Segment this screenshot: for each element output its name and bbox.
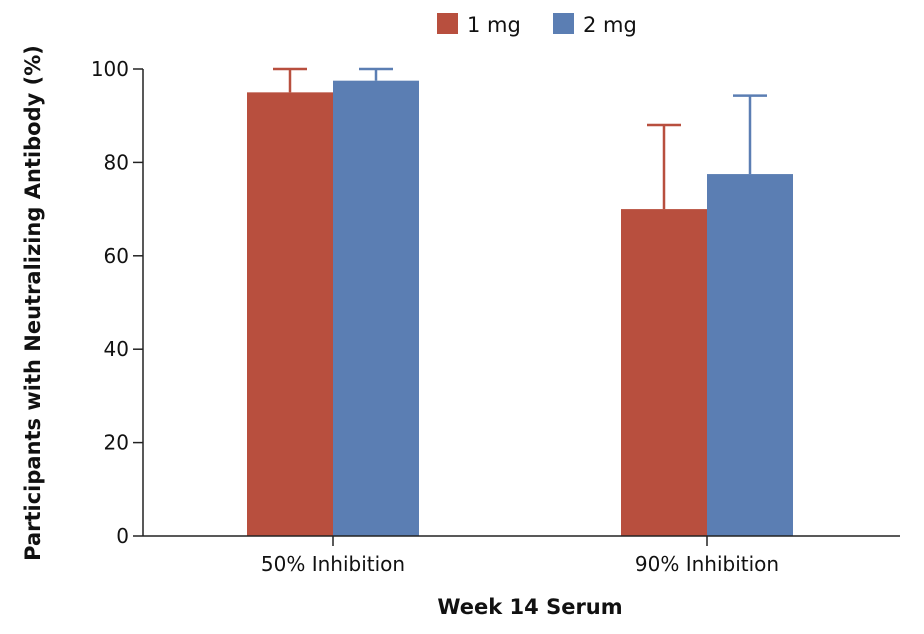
y-tick-label: 100 [91,57,129,81]
legend-swatch [553,13,574,34]
y-tick-label: 60 [104,244,129,268]
error-bars [273,67,767,210]
bars [247,80,793,537]
y-tick-label: 40 [104,337,129,361]
bar [621,209,707,536]
y-tick-label: 20 [104,431,129,455]
y-axis-title: Participants with Neutralizing Antibody … [21,45,45,561]
legend-label: 2 mg [583,13,637,37]
x-axis-title: Week 14 Serum [437,595,622,619]
legend-swatch [437,13,458,34]
legend-label: 1 mg [467,13,521,37]
y-axis: 0 20 40 60 80 100 [91,57,144,548]
y-tick-label: 80 [104,150,129,174]
x-tick-label: 90% Inhibition [635,552,779,576]
x-tick-label: 50% Inhibition [261,552,405,576]
bar [707,174,793,536]
x-axis: 50% Inhibition 90% Inhibition [143,535,900,576]
bar [247,92,333,536]
y-tick-label: 0 [116,524,129,548]
bar [333,80,419,537]
legend: 1 mg 2 mg [437,13,637,37]
